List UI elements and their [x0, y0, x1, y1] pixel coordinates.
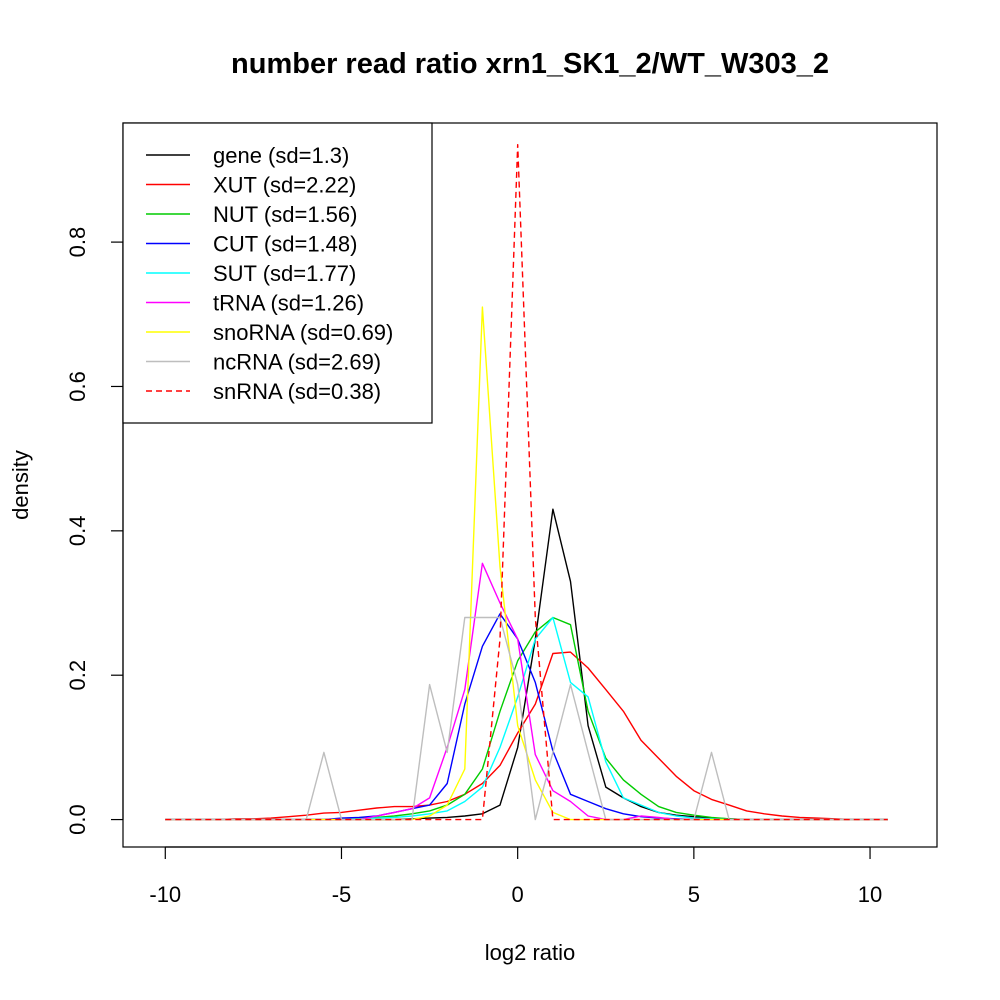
x-tick-label: -10 [149, 882, 181, 907]
x-axis-label: log2 ratio [485, 940, 576, 965]
x-axis: -10 -5 0 5 10 [149, 846, 882, 907]
legend-label: NUT (sd=1.56) [213, 202, 357, 227]
series-line-8 [165, 143, 888, 821]
legend-label: snoRNA (sd=0.69) [213, 320, 393, 345]
y-tick-label: 0.2 [65, 660, 90, 691]
legend: gene (sd=1.3) XUT (sd=2.22) NUT (sd=1.56) C… [122, 122, 433, 424]
x-tick-label: -5 [332, 882, 352, 907]
legend-label: gene (sd=1.3) [213, 143, 349, 168]
y-tick-label: 0.8 [65, 227, 90, 258]
y-axis: 0.0 0.2 0.4 0.6 0.8 [65, 227, 124, 835]
legend-label: SUT (sd=1.77) [213, 261, 356, 286]
x-tick-label: 0 [512, 882, 524, 907]
legend-label: tRNA (sd=1.26) [213, 291, 364, 316]
legend-label: ncRNA (sd=2.69) [213, 350, 381, 375]
y-axis-label: density [8, 450, 33, 520]
y-tick-label: 0.4 [65, 516, 90, 547]
series-line-0 [165, 508, 888, 821]
x-tick-label: 5 [688, 882, 700, 907]
y-tick-label: 0.6 [65, 371, 90, 402]
legend-label: XUT (sd=2.22) [213, 173, 356, 198]
series-line-3 [165, 613, 888, 821]
legend-label: snRNA (sd=0.38) [213, 379, 381, 404]
series-layer [165, 143, 888, 821]
chart-title: number read ratio xrn1_SK1_2/WT_W303_2 [231, 48, 829, 80]
series-line-1 [165, 651, 888, 821]
legend-label: CUT (sd=1.48) [213, 232, 357, 257]
x-tick-label: 10 [858, 882, 882, 907]
y-tick-label: 0.0 [65, 804, 90, 835]
